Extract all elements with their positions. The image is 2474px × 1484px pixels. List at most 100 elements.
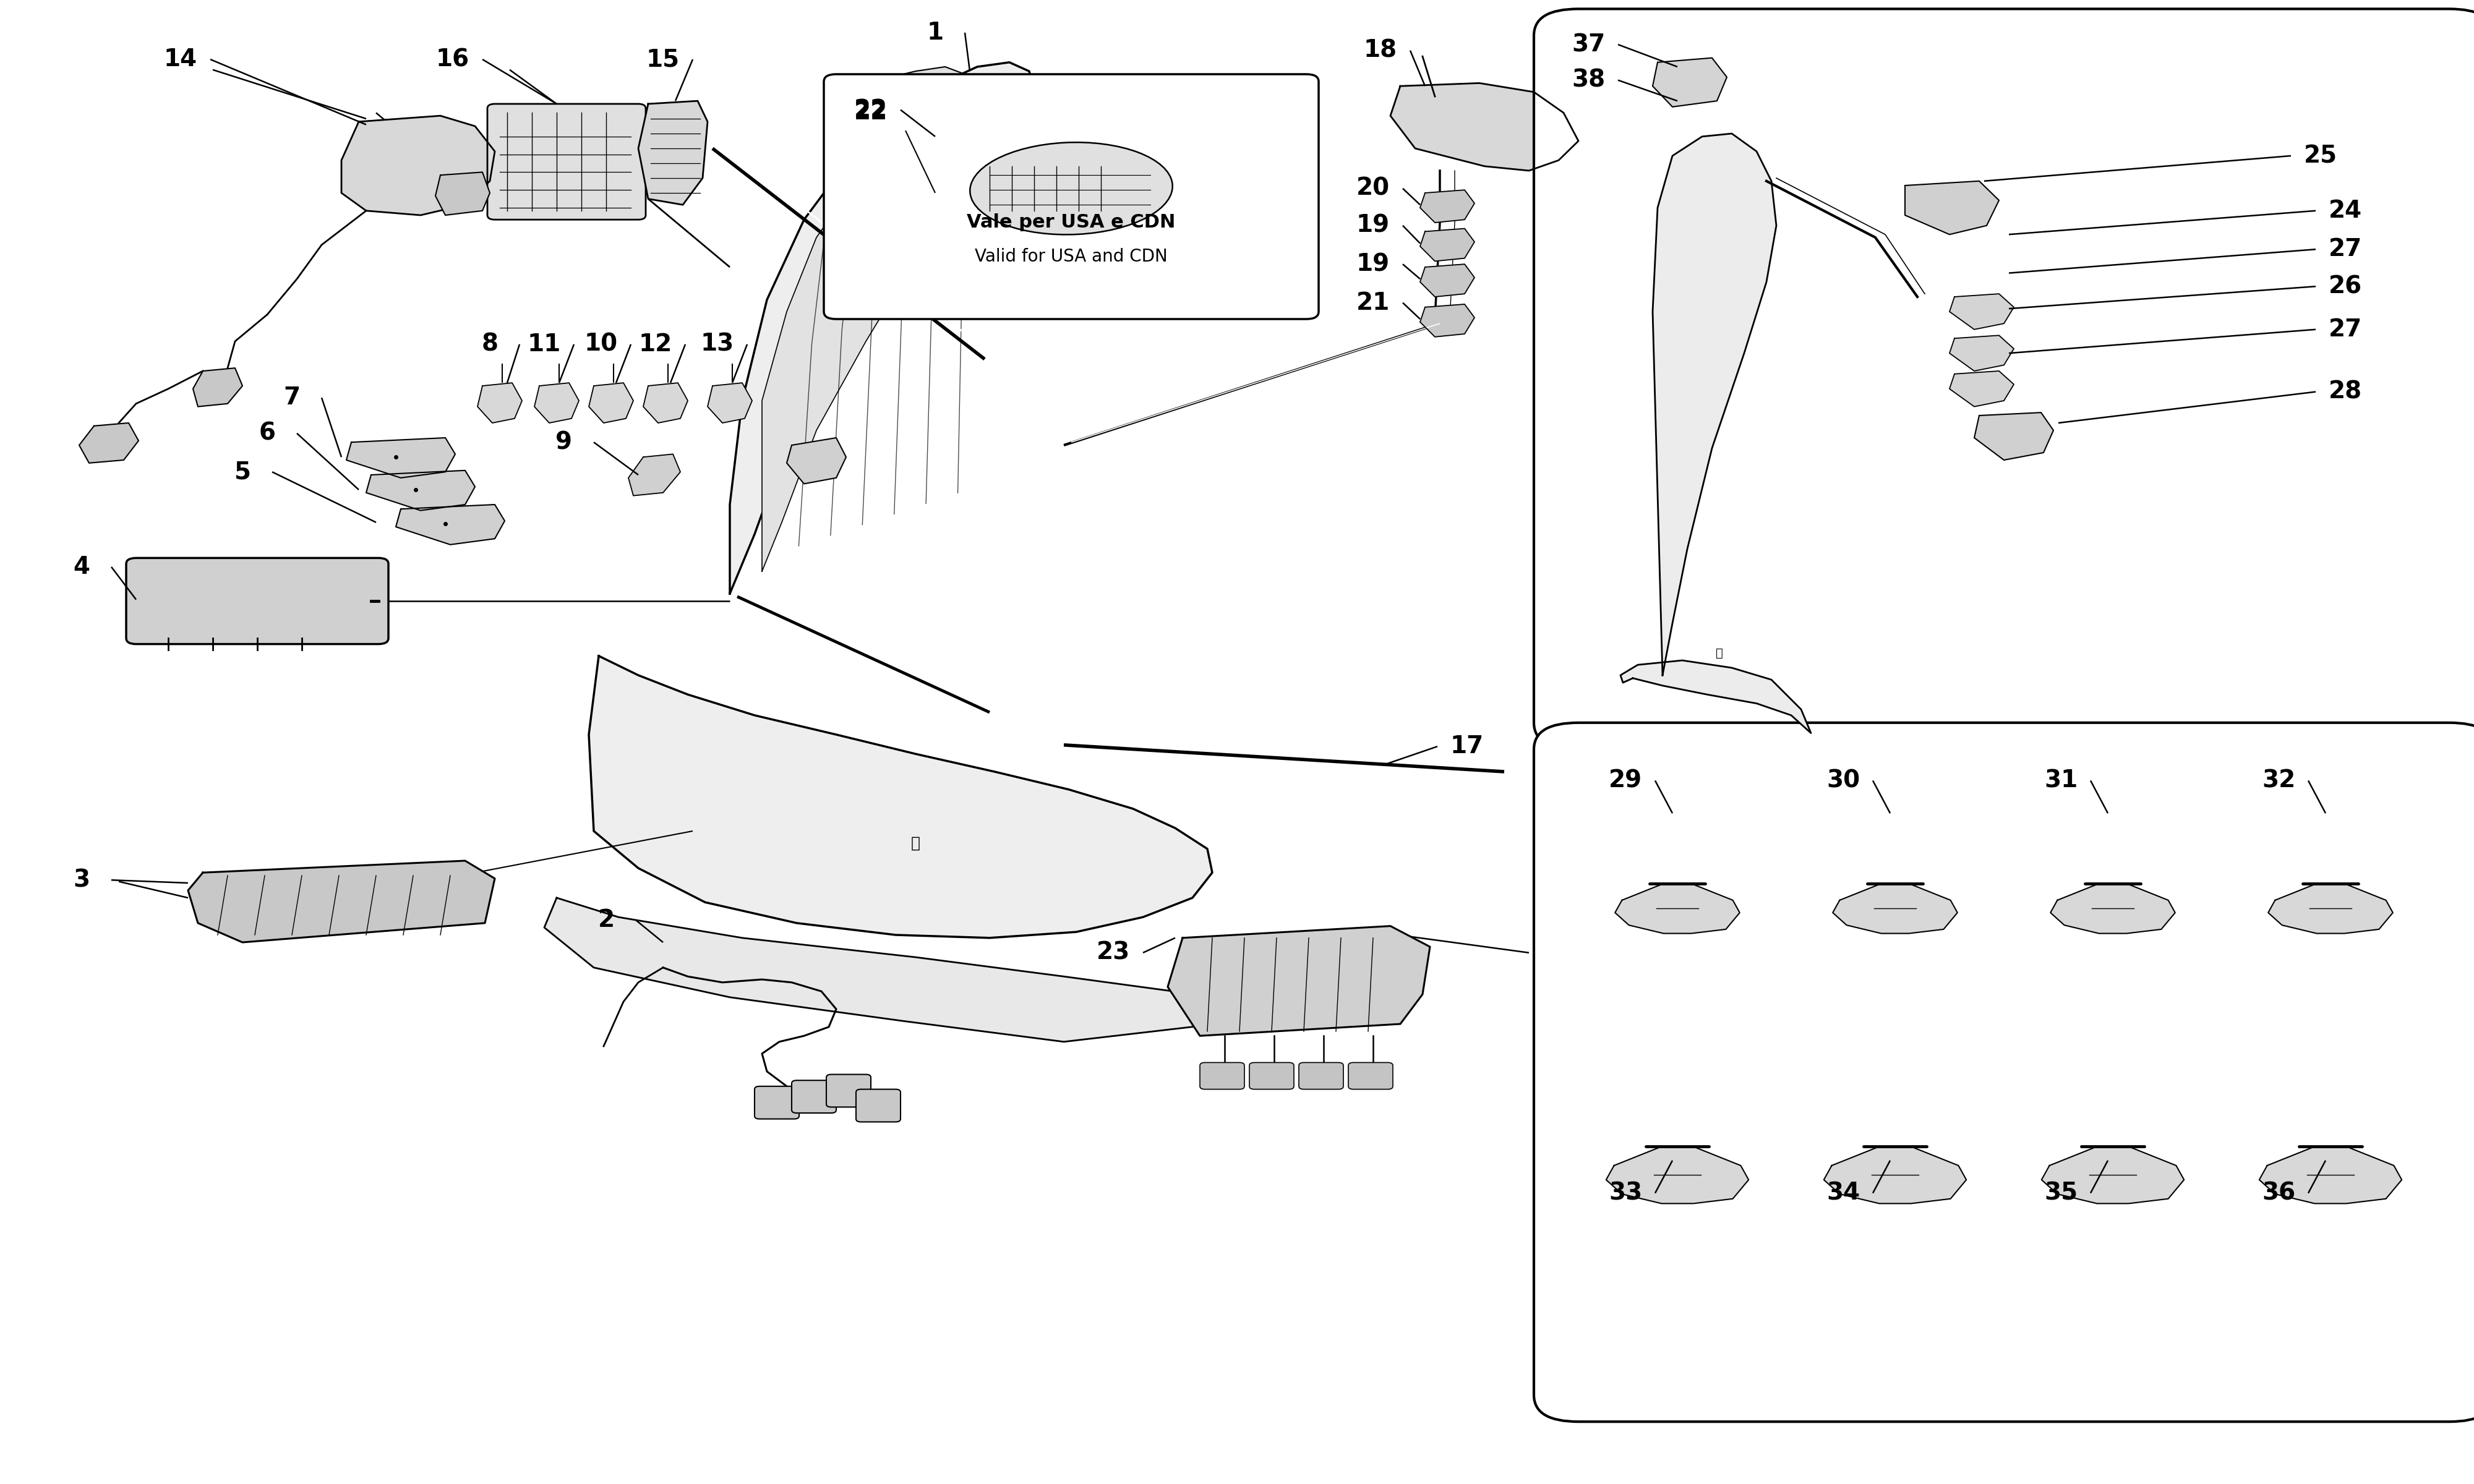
Polygon shape <box>193 368 242 407</box>
FancyBboxPatch shape <box>1299 1063 1343 1089</box>
Polygon shape <box>891 67 977 107</box>
Text: 8: 8 <box>482 332 497 356</box>
Text: ⓕ: ⓕ <box>1717 647 1722 659</box>
Polygon shape <box>1950 371 2014 407</box>
Text: 10: 10 <box>584 332 618 356</box>
Text: 33: 33 <box>1608 1181 1643 1205</box>
Polygon shape <box>628 454 680 496</box>
Polygon shape <box>79 423 139 463</box>
Polygon shape <box>435 172 490 215</box>
Polygon shape <box>1833 883 1957 933</box>
Polygon shape <box>1390 83 1578 171</box>
Polygon shape <box>1823 1147 1967 1204</box>
FancyBboxPatch shape <box>1200 1063 1244 1089</box>
Text: 20: 20 <box>1356 177 1390 200</box>
Text: 17: 17 <box>1450 735 1484 758</box>
FancyBboxPatch shape <box>1348 1063 1393 1089</box>
Text: 23: 23 <box>1096 941 1131 965</box>
Text: 31: 31 <box>2044 769 2078 792</box>
Text: 36: 36 <box>2261 1181 2296 1205</box>
Polygon shape <box>366 470 475 510</box>
Polygon shape <box>730 62 1034 594</box>
Text: 7: 7 <box>285 386 299 410</box>
Polygon shape <box>1420 229 1475 261</box>
Text: 26: 26 <box>2328 275 2363 298</box>
Polygon shape <box>544 898 1237 1042</box>
Polygon shape <box>589 656 1212 938</box>
FancyBboxPatch shape <box>1249 1063 1294 1089</box>
Polygon shape <box>1616 883 1739 933</box>
Text: 22: 22 <box>854 98 888 122</box>
Text: 32: 32 <box>2261 769 2296 792</box>
Polygon shape <box>2041 1147 2185 1204</box>
Text: 27: 27 <box>2328 237 2363 261</box>
Text: 3: 3 <box>74 868 89 892</box>
Text: 16: 16 <box>435 47 470 71</box>
FancyBboxPatch shape <box>487 104 646 220</box>
Polygon shape <box>188 861 495 942</box>
Text: 38: 38 <box>1571 68 1606 92</box>
FancyBboxPatch shape <box>856 1089 901 1122</box>
Polygon shape <box>787 438 846 484</box>
FancyBboxPatch shape <box>1534 9 2474 749</box>
FancyBboxPatch shape <box>755 1086 799 1119</box>
Polygon shape <box>1905 181 1999 234</box>
Text: 25: 25 <box>2303 144 2338 168</box>
Text: 34: 34 <box>1826 1181 1860 1205</box>
Text: ⓕ: ⓕ <box>910 835 920 850</box>
Polygon shape <box>1950 294 2014 329</box>
Text: 28: 28 <box>2328 380 2363 404</box>
Polygon shape <box>346 438 455 478</box>
Text: 37: 37 <box>1571 33 1606 56</box>
Polygon shape <box>1420 304 1475 337</box>
Text: 27: 27 <box>2328 318 2363 341</box>
Polygon shape <box>1974 413 2053 460</box>
Text: 19: 19 <box>1356 252 1390 276</box>
Text: 24: 24 <box>2328 199 2363 223</box>
Polygon shape <box>477 383 522 423</box>
Polygon shape <box>589 383 633 423</box>
Polygon shape <box>1653 58 1727 107</box>
Text: 4: 4 <box>74 555 89 579</box>
Polygon shape <box>1620 660 1811 733</box>
FancyBboxPatch shape <box>1534 723 2474 1422</box>
Polygon shape <box>396 505 505 545</box>
Polygon shape <box>1168 926 1430 1036</box>
Polygon shape <box>1950 335 2014 371</box>
Text: 15: 15 <box>646 47 680 71</box>
Polygon shape <box>2259 1147 2402 1204</box>
Text: 12: 12 <box>638 332 673 356</box>
Text: 19: 19 <box>1356 214 1390 237</box>
Polygon shape <box>762 82 1014 571</box>
Text: 35: 35 <box>2044 1181 2078 1205</box>
Text: 22: 22 <box>854 101 888 125</box>
Polygon shape <box>708 383 752 423</box>
Polygon shape <box>2051 883 2175 933</box>
Text: 11: 11 <box>527 332 562 356</box>
FancyBboxPatch shape <box>824 74 1319 319</box>
Text: 29: 29 <box>1608 769 1643 792</box>
Polygon shape <box>638 101 708 205</box>
Text: 5: 5 <box>235 460 250 484</box>
Ellipse shape <box>970 142 1173 234</box>
Polygon shape <box>1420 190 1475 223</box>
Text: 30: 30 <box>1826 769 1860 792</box>
Text: 21: 21 <box>1356 291 1390 315</box>
Polygon shape <box>643 383 688 423</box>
Polygon shape <box>341 116 495 215</box>
FancyBboxPatch shape <box>126 558 388 644</box>
Text: 13: 13 <box>700 332 735 356</box>
Polygon shape <box>1606 1147 1749 1204</box>
Polygon shape <box>1420 264 1475 297</box>
Text: 6: 6 <box>260 421 275 445</box>
Text: 1: 1 <box>928 21 943 45</box>
Text: 2: 2 <box>599 908 614 932</box>
Text: 9: 9 <box>557 430 571 454</box>
Polygon shape <box>1653 134 1776 675</box>
FancyBboxPatch shape <box>792 1080 836 1113</box>
Polygon shape <box>2269 883 2392 933</box>
Text: 14: 14 <box>163 47 198 71</box>
Text: 18: 18 <box>1363 39 1398 62</box>
FancyBboxPatch shape <box>826 1074 871 1107</box>
Polygon shape <box>534 383 579 423</box>
